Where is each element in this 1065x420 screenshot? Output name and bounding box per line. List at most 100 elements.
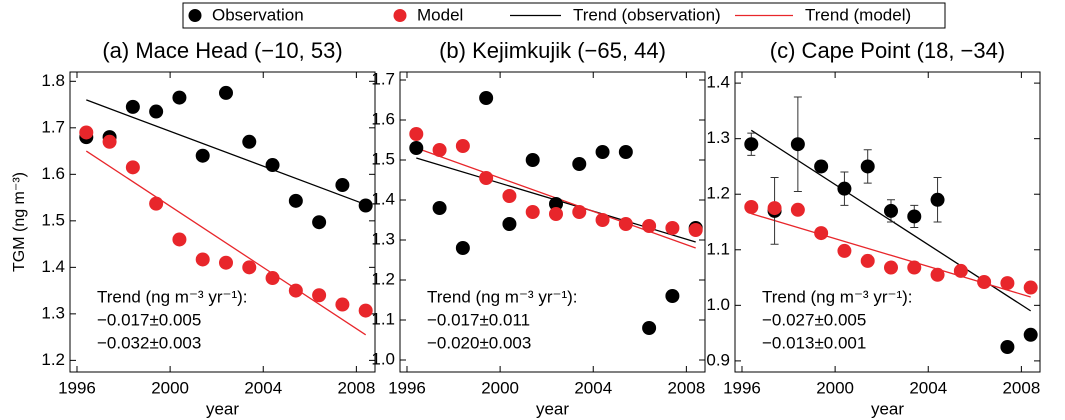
data-point [688,223,703,237]
data-point [1000,276,1015,291]
x-tick-label: 1996 [388,378,426,397]
data-point [312,215,327,230]
data-point [790,202,805,217]
data-point [149,196,164,211]
data-point [409,127,424,141]
plot-frame [69,71,376,373]
data-point [767,201,782,216]
data-point [102,134,117,149]
trend-line [85,150,367,336]
data-point [432,143,447,157]
data-point [172,232,187,247]
data-point [479,91,494,105]
legend-label: Observation [212,5,304,24]
data-point [642,219,657,233]
data-point [860,253,875,268]
plot-area [79,85,373,336]
data-point [525,153,540,167]
data-point [790,137,805,152]
data-point [837,243,852,258]
y-tick-label: 1.5 [371,149,395,168]
y-tick-label: 1.2 [41,350,65,369]
chart-title: (b) Kejimkujik (−65, 44) [439,38,666,63]
y-tick-label: 1.3 [371,229,395,248]
data-point [288,193,303,208]
data-point [814,226,829,241]
data-point [837,181,852,196]
annotation: Trend (ng m⁻³ yr⁻¹): [427,287,578,306]
y-tick-label: 1.0 [706,295,730,314]
legend-marker [188,9,202,22]
y-tick-label: 1.4 [706,73,730,92]
data-point [195,252,210,267]
data-point [242,260,257,275]
annotation: −0.020±0.003 [427,333,531,352]
data-point [883,203,898,218]
y-tick-label: 0.9 [706,350,730,369]
data-point [335,178,350,193]
data-point [125,99,140,114]
y-tick-label: 1.4 [41,257,65,276]
x-tick-label: 2004 [244,378,282,397]
data-point [172,90,187,105]
y-tick-label: 1.1 [706,239,730,258]
x-tick-label: 2008 [337,378,375,397]
data-point [409,141,424,155]
plot-area [409,91,703,335]
data-point [79,125,94,140]
data-point [1023,327,1038,342]
data-point [358,198,373,213]
data-point [1023,280,1038,295]
y-tick-label: 1.5 [41,210,65,229]
x-tick-label: 2004 [574,378,612,397]
data-point [665,221,680,235]
x-tick-label: 2008 [1002,378,1040,397]
annotation: Trend (ng m⁻³ yr⁻¹): [97,287,248,306]
y-tick-label: 1.2 [706,184,730,203]
data-point [455,241,470,255]
chart-title: (a) Mace Head (−10, 53) [102,38,342,63]
data-point [744,137,759,152]
data-point [502,217,517,231]
y-tick-label: 1.8 [41,71,65,90]
x-tick-label: 2008 [667,378,705,397]
data-point [548,197,563,211]
data-point [149,104,164,119]
data-point [265,271,280,286]
data-point [860,159,875,174]
data-point [907,260,922,275]
data-point [479,171,494,185]
data-point [930,192,945,207]
legend-label: Trend (observation) [573,5,721,24]
data-point [432,201,447,215]
y-tick-label: 1.6 [41,164,65,183]
legend-label: Trend (model) [805,5,911,24]
y-tick-label: 1.7 [371,69,395,88]
data-point [525,205,540,219]
trend-line [86,99,366,206]
plot-frame [734,71,1041,373]
data-point [930,267,945,282]
data-point [977,275,992,289]
x-tick-label: 2000 [816,378,854,397]
chart-title: (c) Cape Point (18, −34) [770,38,1005,63]
data-point [358,303,373,318]
data-point [218,255,233,270]
x-tick-label: 1996 [723,378,761,397]
x-axis-label: year [536,399,569,418]
data-point [744,200,759,214]
data-point [288,283,303,298]
data-point [618,145,633,159]
data-point [312,288,327,303]
y-tick-label: 1.1 [371,309,395,328]
data-point [195,148,210,163]
y-tick-label: 1.3 [706,128,730,147]
annotation: −0.027±0.005 [762,310,866,329]
data-point [548,207,563,221]
data-point [1000,340,1015,354]
data-point [572,157,587,171]
data-point [595,145,610,159]
data-point [335,297,350,312]
data-point [665,289,680,303]
